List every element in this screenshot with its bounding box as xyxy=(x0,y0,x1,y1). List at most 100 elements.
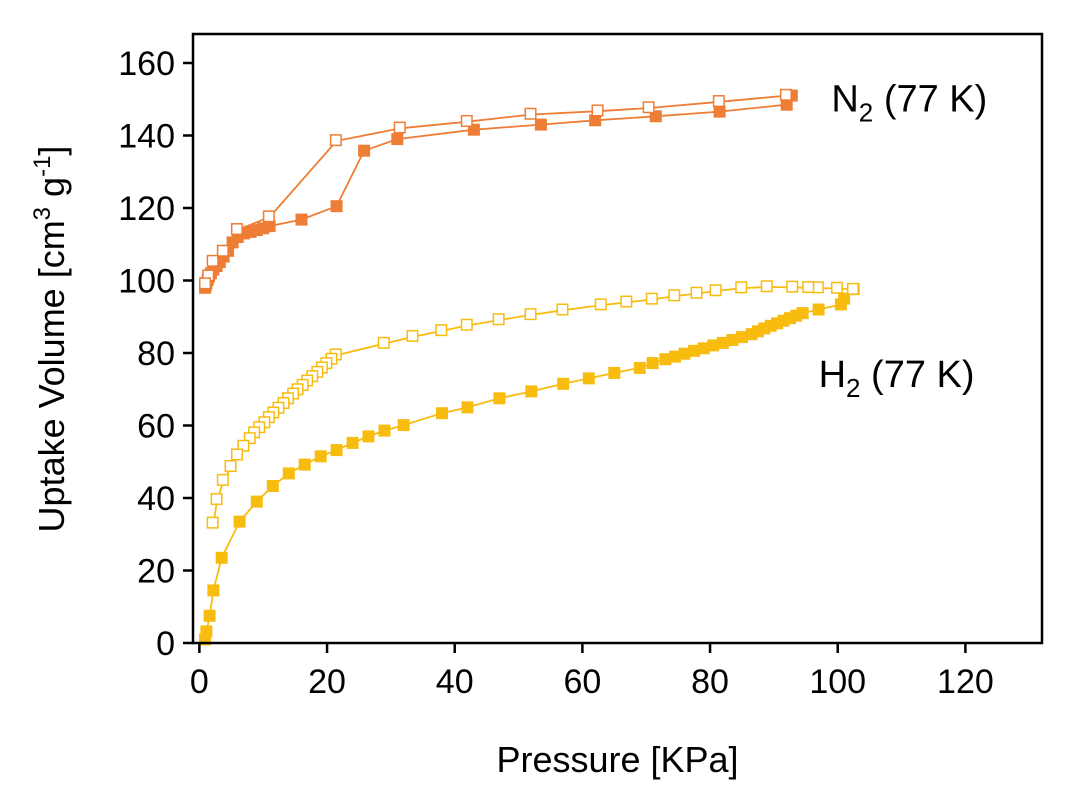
h2-adsorption-point xyxy=(659,353,672,366)
h2-adsorption-point xyxy=(362,430,375,443)
n2-desorption-point xyxy=(216,244,229,257)
h2-adsorption-point xyxy=(461,401,474,414)
h2-desorption-point xyxy=(620,295,633,308)
h2-adsorption-point xyxy=(707,339,720,352)
y-tick-label: 100 xyxy=(118,263,175,301)
h2-adsorption-point xyxy=(266,480,279,492)
h2-adsorption-point xyxy=(314,450,327,463)
n2-adsorption-point xyxy=(649,110,662,123)
n2-desorption-line xyxy=(204,94,787,285)
n2-adsorption-point xyxy=(263,220,276,233)
n2-adsorption-point xyxy=(713,105,726,118)
n2-series-label: N2 (77 K) xyxy=(831,78,987,127)
h2-desorption-point xyxy=(435,324,448,337)
h2-adsorption-point xyxy=(330,444,343,457)
h2-adsorption-point xyxy=(678,347,691,360)
h2-adsorption-point xyxy=(200,625,213,638)
x-tick-label: 100 xyxy=(809,663,866,701)
n2-adsorption-point xyxy=(589,114,602,127)
h2-adsorption-point xyxy=(282,467,295,480)
h2-adsorption-point xyxy=(378,424,391,437)
y-tick-label: 20 xyxy=(137,553,175,591)
y-tick-label: 80 xyxy=(137,335,175,373)
x-tick-label: 20 xyxy=(308,663,346,701)
n2-adsorption-point xyxy=(391,133,404,146)
x-tick-label: 120 xyxy=(937,663,994,701)
n2-desorption-point xyxy=(329,134,342,147)
x-axis-title: Pressure [KPa] xyxy=(496,739,738,780)
n2-adsorption-point xyxy=(250,224,263,237)
y-axis-title: Uptake Volume [cm3 g-1] xyxy=(29,146,72,533)
h2-desorption-point xyxy=(709,284,722,297)
n2-desorption-point xyxy=(230,223,243,236)
y-axis: 0 20 40 60 80 100 120 140 160 xyxy=(118,45,193,663)
n2-adsorption-point xyxy=(780,98,793,111)
n2-desorption-series xyxy=(199,88,792,290)
h2-desorption-point xyxy=(760,280,773,293)
h2-desorption-point xyxy=(594,298,607,311)
x-tick-label: 60 xyxy=(563,663,601,701)
h2-desorption-point xyxy=(802,281,815,294)
y-tick-label: 40 xyxy=(137,480,175,518)
x-tick-label: 0 xyxy=(190,663,209,701)
n2-adsorption-series xyxy=(199,89,798,294)
h2-desorption-point xyxy=(406,329,419,342)
series-layer xyxy=(199,88,860,646)
h2-adsorption-point xyxy=(233,515,246,528)
h2-desorption-point xyxy=(224,460,237,473)
x-axis: 0 20 40 60 80 100 120 xyxy=(190,643,994,701)
h2-adsorption-series xyxy=(199,283,860,646)
h2-adsorption-point xyxy=(582,372,595,385)
n2-desorption-point xyxy=(779,88,792,101)
h2-adsorption-point xyxy=(796,307,809,320)
n2-desorption-point xyxy=(393,121,406,134)
h2-adsorption-point xyxy=(633,361,646,374)
h2-desorption-point xyxy=(377,336,390,349)
y-tick-label: 140 xyxy=(118,118,175,156)
h2-adsorption-point xyxy=(736,331,748,344)
h2-adsorption-point xyxy=(646,357,659,370)
h2-adsorption-point xyxy=(669,350,681,363)
h2-adsorption-point xyxy=(525,385,538,398)
h2-desorption-line xyxy=(212,286,854,524)
n2-desorption-point xyxy=(206,254,219,267)
n2-adsorption-point xyxy=(330,200,343,213)
h2-desorption-point xyxy=(243,432,256,445)
h2-adsorption-point xyxy=(812,303,825,316)
h2-adsorption-point xyxy=(608,366,621,379)
h2-desorption-point xyxy=(210,493,223,506)
h2-desorption-point xyxy=(735,281,748,294)
h2-adsorption-point xyxy=(203,609,216,622)
h2-desorption-point xyxy=(846,282,859,295)
h2-adsorption-point xyxy=(557,377,570,390)
h2-adsorption-point xyxy=(397,419,410,432)
h2-adsorption-point xyxy=(207,584,220,597)
n2-desorption-point xyxy=(262,210,275,223)
h2-desorption-point xyxy=(237,439,250,452)
h2-desorption-point xyxy=(668,289,681,302)
y-tick-label: 120 xyxy=(118,190,175,228)
y-tick-label: 160 xyxy=(118,45,175,83)
n2-desorption-point xyxy=(642,101,655,114)
h2-desorption-point xyxy=(492,313,505,326)
n2-adsorption-point xyxy=(358,144,371,157)
h2-desorption-point xyxy=(690,286,703,299)
h2-adsorption-point xyxy=(726,334,739,346)
h2-desorption-point xyxy=(524,308,537,321)
h2-desorption-point xyxy=(460,318,473,331)
plot-frame xyxy=(191,32,1044,645)
h2-series-label: H2 (77 K) xyxy=(819,354,975,403)
h2-desorption-point xyxy=(786,280,799,293)
h2-adsorption-point xyxy=(250,495,263,508)
y-tick-label: 60 xyxy=(137,408,175,446)
h2-desorption-point xyxy=(216,473,229,486)
h2-desorption-series xyxy=(206,280,859,529)
h2-adsorption-point xyxy=(493,392,506,405)
h2-adsorption-point xyxy=(688,344,701,357)
h2-adsorption-point xyxy=(298,458,311,471)
h2-adsorption-point xyxy=(716,336,729,349)
n2-adsorption-point xyxy=(534,118,547,131)
h2-desorption-point xyxy=(230,448,243,461)
y-tick-label: 0 xyxy=(156,625,175,663)
